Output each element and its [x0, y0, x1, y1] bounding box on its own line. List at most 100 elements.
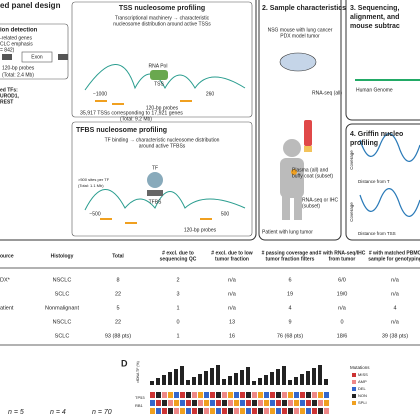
label: n = 5 — [8, 409, 24, 416]
label: RNA Pol — [149, 63, 168, 69]
label: NSG mouse with lung cancer — [268, 27, 333, 33]
table-cell: 0 — [176, 319, 179, 325]
label: TSS — [154, 81, 164, 87]
panel-title: TSS nucleosome profiling — [119, 5, 205, 12]
table-header: # with RNA-seq/IHC — [319, 250, 366, 256]
table-cell: SCLC — [55, 333, 70, 339]
label: (Total: 9.2 Mb) — [120, 116, 152, 122]
label: Mutations — [350, 365, 370, 370]
label: MISS — [358, 372, 368, 377]
label: RB1 — [135, 403, 144, 408]
label: DEL — [358, 386, 367, 391]
label: 120-bp probes — [146, 105, 179, 111]
table-header: tumor fraction filters — [266, 256, 315, 262]
label: (subset) — [302, 203, 320, 209]
panel-title: alignment, and — [350, 14, 399, 21]
table-cell: 0 — [340, 319, 343, 325]
label: ed TFs: — [0, 87, 18, 93]
label: TP53 — [135, 395, 145, 400]
label: REST — [0, 99, 13, 105]
table-cell: 76 (68 pts) — [277, 333, 303, 339]
table-cell: 93 (88 pts) — [105, 333, 131, 339]
table-cell: 19 — [287, 291, 293, 297]
label: Transcriptional machinery → characterist… — [115, 15, 210, 21]
label: TFBS — [149, 199, 162, 205]
label: −1000 — [93, 91, 107, 97]
label: Coverage — [349, 202, 354, 222]
panel-title: 4. Griffin nucleo — [350, 131, 403, 138]
label: buffy coat (subset) — [292, 173, 333, 179]
label: SPLI — [358, 400, 367, 405]
table-cell: 2 — [176, 277, 179, 283]
panel-title: TFBS nucleosome profiling — [76, 127, 167, 134]
table-cell: 22 — [115, 291, 121, 297]
panel-title: mouse subtrac — [350, 23, 400, 30]
label: −500 — [89, 211, 100, 217]
label: Coverage — [349, 150, 354, 170]
label: -related genes — [0, 35, 32, 41]
table-cell: 1 — [176, 333, 179, 339]
label: RNA-seq or IHC — [302, 197, 339, 203]
label: 120-bp probes — [184, 227, 217, 233]
label: RNA-seq (all) — [312, 90, 342, 96]
label: Distance from TSS — [358, 231, 396, 236]
table-cell: 4 — [288, 305, 291, 311]
label: = 842) — [0, 47, 15, 53]
label: cfDNA TF (%) — [136, 361, 140, 383]
table-cell: n/a — [338, 305, 347, 311]
table-cell: 19/0 — [337, 291, 348, 297]
table-header: # passing coverage and — [262, 250, 319, 256]
table-cell: n/a — [391, 277, 400, 283]
table-cell: DX* — [0, 277, 11, 283]
label: around active TFBSs — [139, 143, 186, 149]
table-header: from tumor — [329, 256, 356, 262]
label: (Total: 1.1 Mb) — [78, 183, 104, 188]
label: 260 — [206, 91, 215, 97]
label: 35,917 TSSs corresponding to 17,921 gene… — [80, 110, 183, 116]
table-cell: 1 — [176, 305, 179, 311]
label: Distance from T — [358, 179, 390, 184]
table-cell: NSCLC — [53, 277, 72, 283]
label: Patient with lung tumor — [262, 229, 313, 235]
table-header: # excl. due to low — [211, 250, 253, 256]
table-cell: 22 — [115, 319, 121, 325]
table-cell: atient — [0, 305, 14, 311]
table-cell: 3 — [176, 291, 179, 297]
table-cell: Nonmalignant — [45, 305, 79, 311]
table-header: sample for genotyping — [368, 256, 420, 262]
table-cell: 5 — [116, 305, 119, 311]
label: n = 70 — [92, 409, 112, 416]
label: 120-bp probes — [2, 65, 35, 71]
table-cell: n/a — [391, 319, 400, 325]
label: 500 — [221, 211, 230, 217]
table-header: Histology — [51, 253, 74, 259]
table-cell: 6/0 — [338, 277, 346, 283]
table-cell: NSCLC — [53, 319, 72, 325]
label: ion detection — [0, 28, 38, 34]
table-cell: 13 — [229, 319, 235, 325]
table-cell: SCLC — [55, 291, 70, 297]
table-header: ource — [0, 253, 14, 259]
table-header: # with matched PBMC — [369, 250, 420, 256]
table-header: sequencing QC — [160, 256, 197, 262]
label: CLC emphasis — [0, 41, 33, 47]
table-cell: 9 — [288, 319, 291, 325]
label: UROD1, — [0, 93, 20, 99]
label: AMP — [358, 379, 367, 384]
table-cell: 6 — [288, 277, 291, 283]
table-cell: n/a — [228, 291, 237, 297]
label: (Total: 2.4 Mb) — [2, 72, 34, 78]
table-cell: n/a — [228, 305, 237, 311]
label: Human Genome — [356, 87, 393, 93]
label: TF binding → characteristic nucleosome d… — [105, 137, 220, 143]
table-cell: n/a — [391, 291, 400, 297]
label: n = 4 — [50, 409, 66, 416]
table-header: tumor fraction — [215, 256, 249, 262]
panel-title: 2. Sample characteristics — [262, 5, 346, 12]
table-header: Total — [112, 253, 124, 259]
table-cell: n/a — [228, 277, 237, 283]
table-cell: 4 — [393, 305, 396, 311]
label: nucleosome distribution around active TS… — [113, 21, 211, 27]
label: NON — [358, 393, 367, 398]
